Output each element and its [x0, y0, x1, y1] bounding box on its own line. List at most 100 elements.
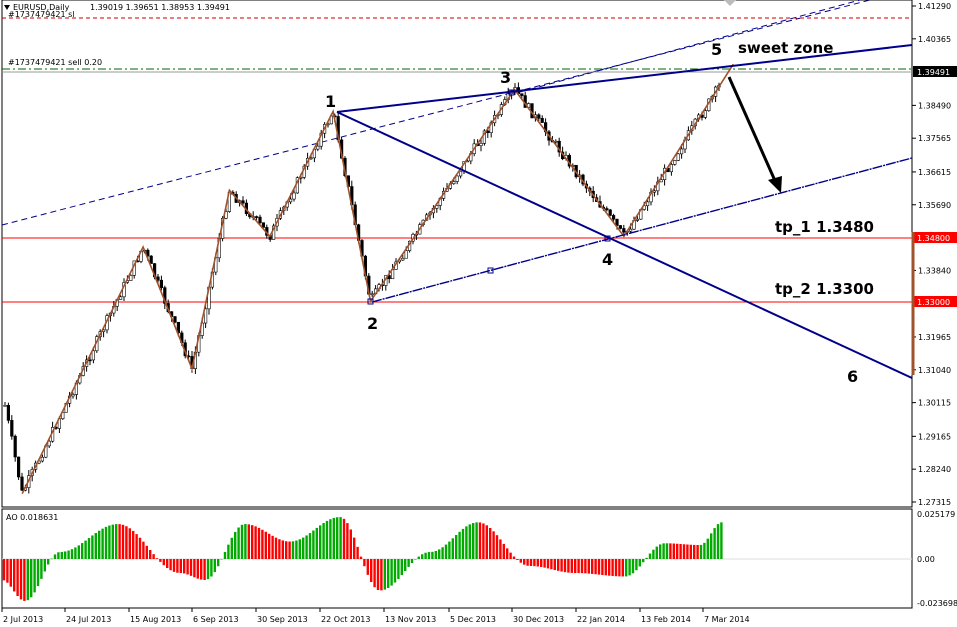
ao-bar: [302, 537, 305, 559]
date-tick-label: 13 Feb 2014: [641, 615, 691, 624]
ao-bar: [101, 528, 104, 559]
ao-bar: [74, 547, 77, 559]
ao-bar: [240, 524, 244, 559]
point-2-handle[interactable]: [367, 298, 374, 305]
ao-bar: [227, 544, 230, 559]
ao-bar: [611, 559, 614, 576]
ao-bar: [417, 556, 420, 559]
ao-bar: [2, 559, 6, 581]
ao-bar: [703, 542, 706, 559]
ao-bar: [363, 559, 366, 567]
ao-bar: [553, 559, 556, 571]
ao-bar: [40, 559, 43, 579]
wave-label-4: 4: [602, 250, 613, 269]
ao-bar: [669, 543, 672, 559]
ao-bar: [550, 559, 553, 570]
ao-bar: [342, 518, 346, 559]
ao-bar: [315, 527, 318, 559]
ao-bar: [217, 559, 220, 567]
ao-bar: [60, 551, 63, 559]
ao-bar: [400, 559, 403, 576]
ao-bar: [635, 559, 638, 571]
ao-bar: [516, 559, 519, 560]
price-tick-label: 1.31965: [918, 333, 951, 342]
date-tick-label: 15 Aug 2013: [130, 615, 181, 624]
down-arrow-shaft: [727, 76, 778, 184]
ao-bar: [652, 549, 655, 559]
price-tick-label: 1.40365: [918, 35, 951, 44]
ao-bar: [366, 559, 369, 575]
ao-bar: [206, 559, 210, 580]
ao-bar: [57, 552, 60, 559]
midline-handle[interactable]: [487, 267, 494, 274]
price-tick-label: 1.38490: [918, 101, 951, 110]
ao-label: AO 0.018631: [6, 513, 58, 522]
ao-bar: [346, 523, 349, 559]
ao-tick-zero: 0.00: [917, 555, 935, 564]
candle-body: [119, 296, 123, 300]
ao-bar: [30, 559, 33, 598]
ao-bar: [468, 524, 471, 559]
ao-bar: [591, 559, 594, 574]
ao-bar: [638, 559, 641, 567]
ao-bar: [404, 559, 407, 571]
ao-bar: [540, 559, 543, 568]
lower-trendline-2-4: [371, 157, 913, 303]
ao-bar: [526, 559, 529, 566]
ao-bar: [557, 559, 560, 571]
chart-shift-icon[interactable]: [724, 0, 736, 6]
candle-body: [608, 209, 612, 216]
ao-bar: [336, 517, 339, 559]
date-tick-label: 22 Oct 2013: [321, 615, 370, 624]
price-tick-label: 1.27315: [918, 498, 951, 507]
ao-bar: [26, 559, 29, 601]
date-axis: 2 Jul 2013 24 Jul 2013 15 Aug 2013 6 Sep 20…: [1, 608, 750, 624]
ao-bar: [570, 559, 573, 573]
ao-bar: [451, 538, 454, 559]
symbol-dropdown-icon[interactable]: [4, 5, 10, 10]
ao-bar: [353, 537, 356, 559]
ohlc-readout: 1.39019 1.39651 1.38953 1.39491: [90, 3, 230, 12]
tp2-price-tag: [913, 296, 957, 307]
ao-bar: [584, 559, 587, 574]
ao-bar: [91, 535, 94, 559]
trendline-1-4-6: [336, 111, 913, 379]
candle-body: [10, 420, 14, 437]
ao-bar: [125, 526, 128, 559]
price-tick-label: 1.28240: [918, 465, 951, 474]
candle-body: [635, 218, 639, 221]
sweet-zone-label: sweet zone: [738, 39, 833, 57]
candle-body: [13, 435, 17, 458]
ao-bar: [6, 559, 9, 583]
point-3-handle[interactable]: [508, 89, 515, 96]
ao-bar: [546, 559, 550, 569]
ao-bar: [431, 551, 434, 559]
down-arrow-icon: [768, 176, 782, 193]
ao-bar: [594, 559, 597, 575]
ao-bar: [128, 528, 131, 559]
candle-body: [676, 153, 680, 161]
wave-label-1: 1: [325, 92, 336, 111]
candle-body: [71, 394, 75, 397]
ao-bar: [580, 559, 584, 574]
ao-bar: [234, 531, 237, 559]
ao-bar: [563, 559, 567, 573]
ao-bar: [98, 530, 101, 559]
ao-bar: [138, 537, 142, 559]
candle-body: [129, 275, 133, 281]
upper-trendline-1-3-5: [336, 44, 913, 113]
candle-body: [159, 279, 164, 288]
ao-bar: [145, 545, 148, 559]
ao-bar: [421, 554, 424, 559]
ao-bar: [179, 559, 182, 573]
candle-body: [679, 148, 684, 155]
stop-loss-tag: #1737479421 sl: [8, 10, 75, 19]
ao-bar: [274, 537, 278, 559]
ao-bar: [529, 559, 533, 566]
point-4-handle[interactable]: [604, 235, 611, 242]
ao-bar: [16, 559, 19, 597]
ao-bar: [475, 522, 478, 559]
ao-bar: [393, 559, 397, 583]
candle-body: [149, 255, 153, 264]
